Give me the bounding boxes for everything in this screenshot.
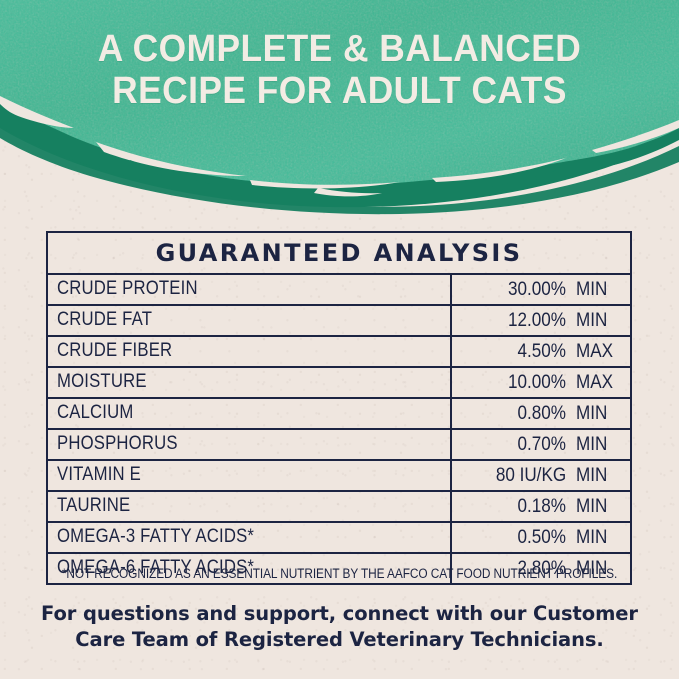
nutrient-qualifier: MAX — [576, 340, 614, 362]
nutrient-value: 2.80% — [517, 557, 566, 579]
nutrient-name: VITAMIN E — [48, 461, 452, 490]
nutrient-amount-cell: 0.18% MIN — [452, 492, 630, 521]
nutrient-amount-cell: 10.00% MAX — [452, 368, 630, 397]
nutrient-name: CRUDE FAT — [48, 306, 452, 335]
nutrient-value: 80 IU/KG — [495, 464, 566, 486]
banner-torn-chips — [0, 96, 679, 197]
table-row: CRUDE FAT 12.00% MIN — [48, 306, 630, 337]
nutrient-qualifier: MIN — [576, 278, 608, 300]
nutrient-name: CALCIUM — [48, 399, 452, 428]
nutrient-name: CRUDE PROTEIN — [48, 275, 452, 304]
nutrient-value: 10.00% — [507, 371, 566, 393]
nutrient-name-text: CALCIUM — [57, 402, 134, 423]
table-row: CALCIUM 0.80% MIN — [48, 399, 630, 430]
nutrient-qualifier: MIN — [576, 495, 608, 517]
nutrient-name: CRUDE FIBER — [48, 337, 452, 366]
nutrient-name: PHOSPHORUS — [48, 430, 452, 459]
nutrient-amount-cell: 2.80% MIN — [452, 554, 630, 583]
nutrient-name-text: TAURINE — [57, 495, 131, 516]
nutrient-amount-cell: 80 IU/KG MIN — [452, 461, 630, 490]
customer-support-message: For questions and support, connect with … — [0, 601, 679, 653]
table-row: PHOSPHORUS 0.70% MIN — [48, 430, 630, 461]
title-line-1: A COMPLETE & BALANCED — [97, 28, 582, 70]
nutrient-amount-cell: 30.00% MIN — [452, 275, 630, 304]
title-line-2: RECIPE FOR ADULT CATS — [112, 70, 567, 112]
nutrient-name-text: OMEGA-6 FATTY ACIDS* — [57, 557, 255, 578]
nutrient-name: TAURINE — [48, 492, 452, 521]
table-title: GUARANTEED ANALYSIS — [48, 233, 630, 275]
nutrient-qualifier: MIN — [576, 433, 608, 455]
nutrient-name-text: MOISTURE — [57, 371, 147, 392]
nutrient-value: 12.00% — [507, 309, 566, 331]
banner-brush-band — [0, 126, 679, 215]
table-row: VITAMIN E 80 IU/KG MIN — [48, 461, 630, 492]
banner-light-field — [0, 0, 679, 186]
table-row: CRUDE PROTEIN 30.00% MIN — [48, 275, 630, 306]
table-row: MOISTURE 10.00% MAX — [48, 368, 630, 399]
nutrient-value: 4.50% — [517, 340, 566, 362]
nutrient-qualifier: MIN — [576, 526, 608, 548]
nutrient-amount-cell: 0.50% MIN — [452, 523, 630, 552]
support-line-1: For questions and support, connect with … — [41, 602, 638, 625]
nutrient-name-text: OMEGA-3 FATTY ACIDS* — [57, 526, 255, 547]
nutrient-qualifier: MIN — [576, 557, 608, 579]
nutrient-qualifier: MIN — [576, 402, 608, 424]
support-line-2: Care Team of Registered Veterinary Techn… — [75, 628, 604, 651]
nutrient-name-text: VITAMIN E — [57, 464, 141, 485]
nutrient-amount-cell: 4.50% MAX — [452, 337, 630, 366]
banner-edge-flecks — [18, 120, 679, 204]
header-banner: A COMPLETE & BALANCED RECIPE FOR ADULT C… — [0, 0, 679, 215]
table-row: TAURINE 0.18% MIN — [48, 492, 630, 523]
nutrient-qualifier: MAX — [576, 371, 614, 393]
page-title: A COMPLETE & BALANCED RECIPE FOR ADULT C… — [24, 28, 655, 112]
nutrient-qualifier: MIN — [576, 309, 608, 331]
table-row: OMEGA-6 FATTY ACIDS* 2.80% MIN — [48, 554, 630, 583]
nutrient-name: OMEGA-3 FATTY ACIDS* — [48, 523, 452, 552]
table-footnote: *NOT RECOGNIZED AS AN ESSENTIAL NUTRIENT… — [0, 566, 679, 581]
nutrient-value: 0.18% — [517, 495, 566, 517]
guaranteed-analysis-table: GUARANTEED ANALYSIS CRUDE PROTEIN 30.00%… — [46, 231, 632, 585]
nutrient-value: 0.70% — [517, 433, 566, 455]
banner-shape — [0, 0, 679, 215]
nutrient-name: MOISTURE — [48, 368, 452, 397]
nutrient-name-text: CRUDE PROTEIN — [57, 278, 198, 299]
nutrient-amount-cell: 12.00% MIN — [452, 306, 630, 335]
table-row: OMEGA-3 FATTY ACIDS* 0.50% MIN — [48, 523, 630, 554]
nutrient-amount-cell: 0.70% MIN — [452, 430, 630, 459]
nutrient-value: 0.50% — [517, 526, 566, 548]
nutrient-qualifier: MIN — [576, 464, 608, 486]
nutrient-value: 0.80% — [517, 402, 566, 424]
table-row: CRUDE FIBER 4.50% MAX — [48, 337, 630, 368]
nutrient-name: OMEGA-6 FATTY ACIDS* — [48, 554, 452, 583]
nutrient-amount-cell: 0.80% MIN — [452, 399, 630, 428]
nutrient-name-text: PHOSPHORUS — [57, 433, 178, 454]
nutrient-value: 30.00% — [507, 278, 566, 300]
table-footnote-text: *NOT RECOGNIZED AS AN ESSENTIAL NUTRIENT… — [61, 566, 618, 581]
nutrient-name-text: CRUDE FAT — [57, 309, 153, 330]
nutrient-name-text: CRUDE FIBER — [57, 340, 173, 361]
